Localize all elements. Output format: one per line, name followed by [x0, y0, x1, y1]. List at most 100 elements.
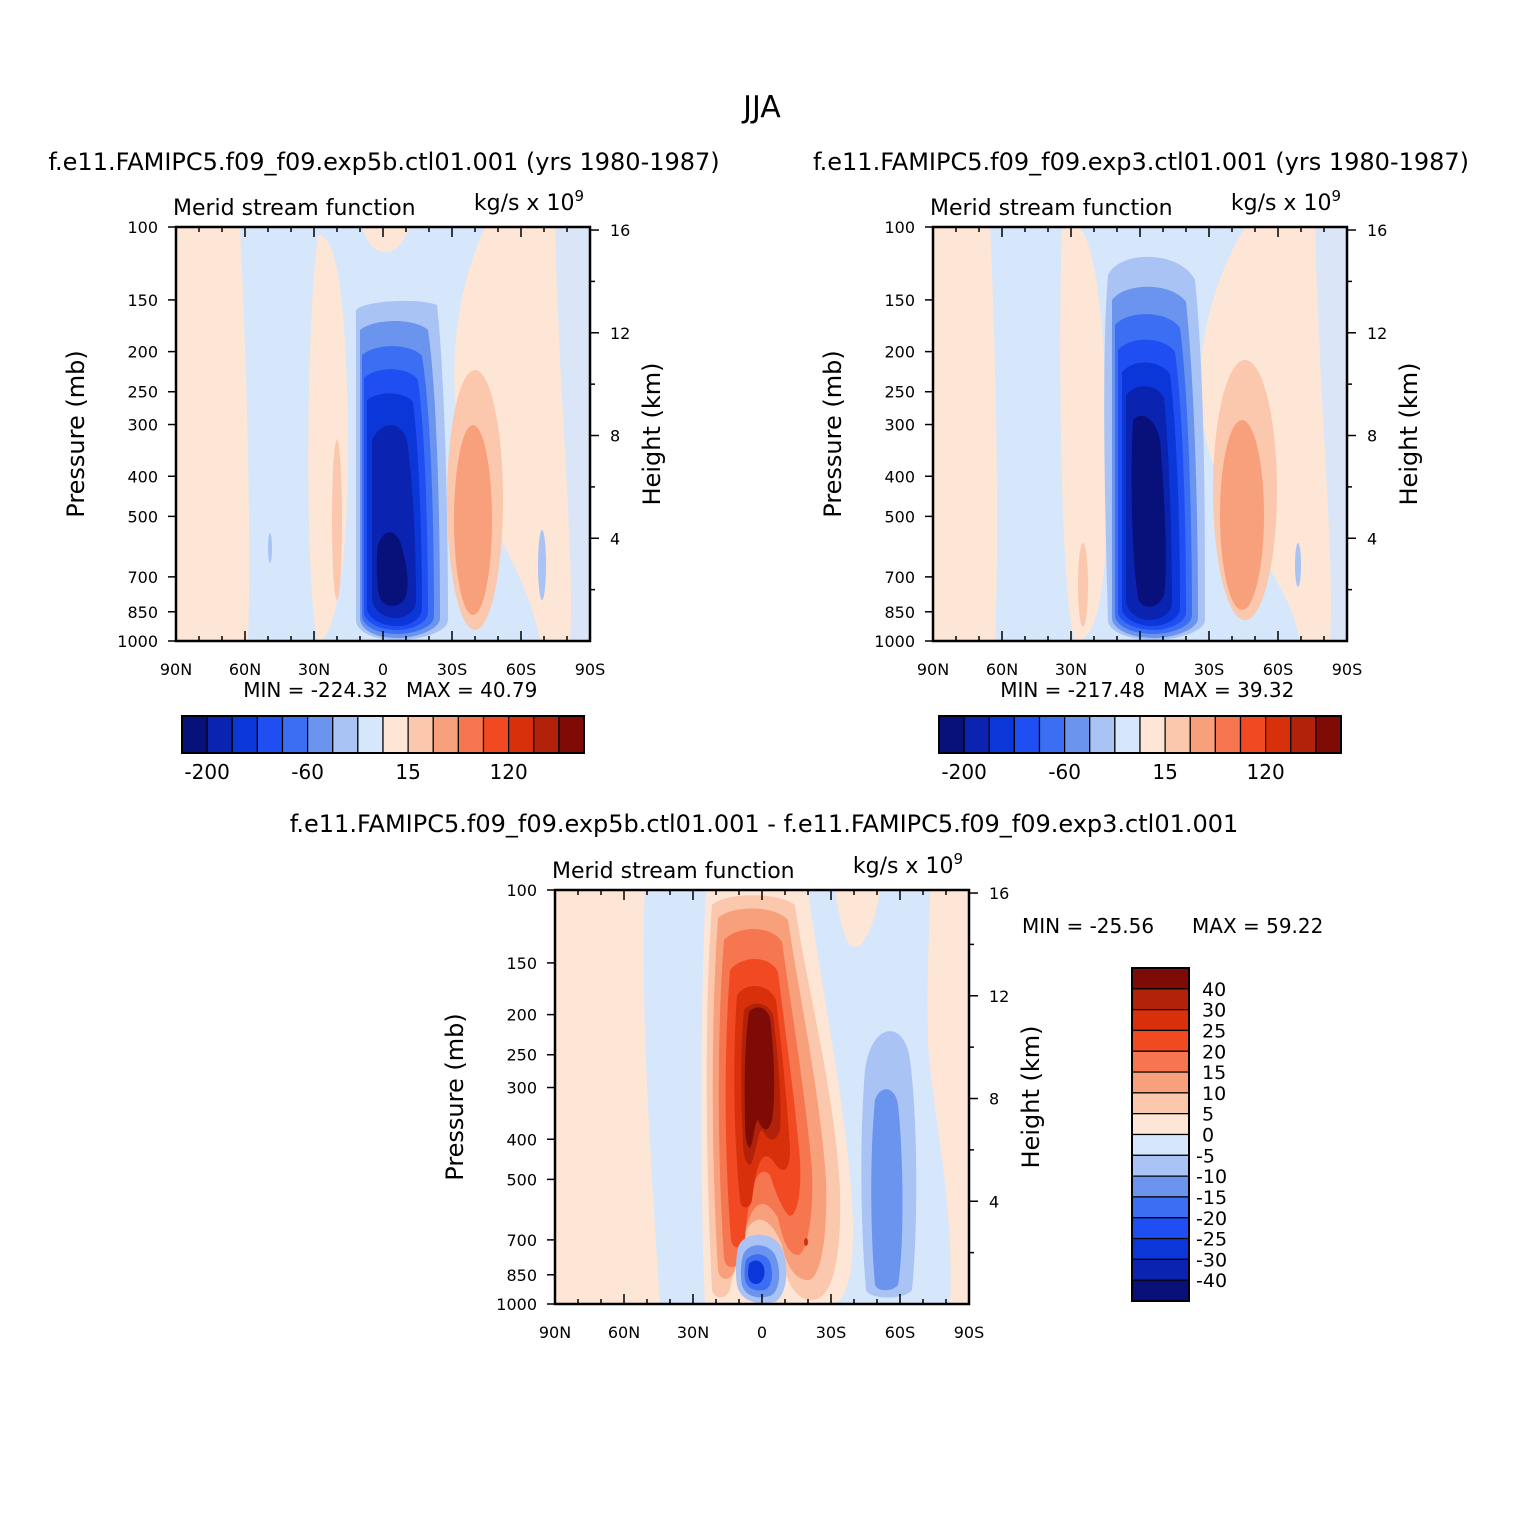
colorbars: -200 -60 15 120 -200 -60 15 12040302520151050-5…: [181, 715, 1342, 1302]
y-tick-label: 150: [884, 291, 915, 310]
panel3-labels: Merid stream function kg/s x 109 Pressure …: [441, 850, 1323, 1181]
colorbar-swatch: [1038, 715, 1066, 754]
x-tick-label: 0: [757, 1323, 767, 1342]
y-right-tick-label: 8: [1367, 427, 1377, 446]
colorbar-swatch: [1214, 715, 1242, 754]
y-right-tick-label: 16: [1367, 221, 1387, 240]
y-right-tick-label: 12: [1367, 324, 1387, 343]
colorbar-level-label: 15: [1202, 1062, 1226, 1084]
colorbar-swatch: [357, 715, 384, 754]
colorbar-frame: [181, 715, 585, 754]
colorbar-swatch: [281, 715, 309, 754]
diff-case-title: f.e11.FAMIPC5.f09_f09.exp5b.ctl01.001 - …: [290, 810, 1239, 838]
colorbar-frame: [938, 715, 1342, 754]
colorbar-level-label: 20: [1202, 1041, 1226, 1063]
x-tick-label: 60S: [885, 1323, 916, 1342]
colorbar-swatch: [1131, 1092, 1190, 1115]
colorbar-swatch: [1131, 1279, 1190, 1302]
x-tick-label: 60N: [986, 660, 1018, 679]
figure-title: JJA: [741, 90, 781, 125]
y-tick-label: 700: [506, 1231, 537, 1250]
colorbar-swatch: [1131, 1175, 1190, 1198]
y-tick-label: 200: [127, 343, 158, 362]
colorbar-swatch: [1164, 715, 1191, 754]
colorbar-swatch: [1131, 967, 1190, 990]
colorbar-swatch: [508, 715, 535, 754]
max-label: MAX = 39.32: [1163, 678, 1294, 702]
x-tick-label: 30N: [1055, 660, 1087, 679]
y-axis-right-title: Height (km): [1017, 1026, 1045, 1169]
y-tick-label: 1000: [117, 632, 158, 651]
panel2-labels: Merid stream function kg/s x 109 Pressure …: [819, 187, 1423, 702]
y-right-tick-label: 4: [989, 1192, 999, 1211]
colorbar-swatch: [432, 715, 459, 754]
colorbar-level-label: -30: [1196, 1249, 1227, 1271]
x-tick-label: 90S: [575, 660, 606, 679]
colorbar-tick-label: 15: [1152, 760, 1177, 784]
y-tick-label: 250: [506, 1046, 537, 1065]
colorbar-swatch: [1131, 1196, 1190, 1219]
y-axis-title: Pressure (mb): [62, 350, 90, 517]
y-tick-label: 850: [884, 603, 915, 622]
min-label: MIN = -25.56: [1022, 914, 1154, 938]
y-tick-label: 1000: [496, 1295, 537, 1314]
colorbar-level-label: 25: [1202, 1020, 1226, 1042]
colorbar-tick-label: 15: [395, 760, 420, 784]
colorbar-swatch: [1315, 715, 1342, 754]
panel1-contours: [176, 227, 590, 641]
colorbar-tick-label: -60: [1048, 760, 1081, 784]
y-tick-label: 250: [127, 383, 158, 402]
y-tick-label: 300: [506, 1079, 537, 1098]
y-tick-label: 150: [127, 291, 158, 310]
x-tick-label: 30N: [298, 660, 330, 679]
colorbar-swatch: [206, 715, 233, 754]
colorbar-swatch: [1131, 1029, 1190, 1052]
y-tick-label: 300: [884, 416, 915, 435]
colorbar-level-label: -40: [1196, 1270, 1227, 1292]
y-tick-label: 100: [506, 881, 537, 900]
y-tick-label: 850: [506, 1266, 537, 1285]
panel1-plot: [174, 225, 592, 643]
colorbar-swatch: [1064, 715, 1091, 754]
y-tick-label: 500: [506, 1170, 537, 1189]
colorbar-tick-label: 120: [490, 760, 528, 784]
labels-layer: Merid stream function kg/s x 109 Pressure …: [62, 187, 1423, 1181]
panel2-contours: [933, 227, 1347, 641]
variable-label: Merid stream function: [173, 196, 416, 221]
y-tick-label: 100: [884, 218, 915, 237]
y-axis-right-title: Height (km): [638, 363, 666, 506]
max-label: MAX = 40.79: [406, 678, 537, 702]
colorbar-swatch: [1131, 1009, 1190, 1032]
x-tick-label: 90S: [954, 1323, 985, 1342]
y-tick-label: 150: [506, 954, 537, 973]
colorbar-swatch: [1239, 715, 1267, 754]
colorbar-swatch: [231, 715, 258, 754]
x-tick-label: 0: [1135, 660, 1145, 679]
x-tick-label: 0: [378, 660, 388, 679]
colorbar-swatch: [1131, 1133, 1190, 1156]
x-tick-label: 30S: [1194, 660, 1225, 679]
colorbar-swatch: [1131, 1154, 1190, 1177]
y-axis-title: Pressure (mb): [819, 350, 847, 517]
x-tick-label: 30N: [677, 1323, 709, 1342]
colorbar-swatch: [1131, 1050, 1190, 1073]
y-axis-title: Pressure (mb): [441, 1013, 469, 1180]
colorbar-swatch: [256, 715, 284, 754]
y-tick-label: 500: [884, 507, 915, 526]
y-tick-label: 400: [506, 1130, 537, 1149]
colorbar-swatch: [1131, 1113, 1190, 1136]
colorbar-swatch: [938, 715, 965, 754]
colorbar-swatch: [1013, 715, 1041, 754]
colorbar-level-label: 40: [1202, 979, 1226, 1001]
colorbar-swatch: [963, 715, 990, 754]
y-right-tick-label: 12: [989, 987, 1009, 1006]
colorbar-swatch: [1131, 1217, 1190, 1240]
colorbar-swatch: [181, 715, 208, 754]
units-label: kg/s x 109: [1231, 187, 1341, 216]
variable-label: Merid stream function: [930, 196, 1173, 221]
colorbar-swatch: [988, 715, 1015, 754]
colorbar-swatch: [1131, 1237, 1190, 1260]
panel1-labels: Merid stream function kg/s x 109 Pressure …: [62, 187, 666, 702]
y-right-tick-label: 4: [1367, 529, 1377, 548]
colorbar-swatch: [1189, 715, 1216, 754]
